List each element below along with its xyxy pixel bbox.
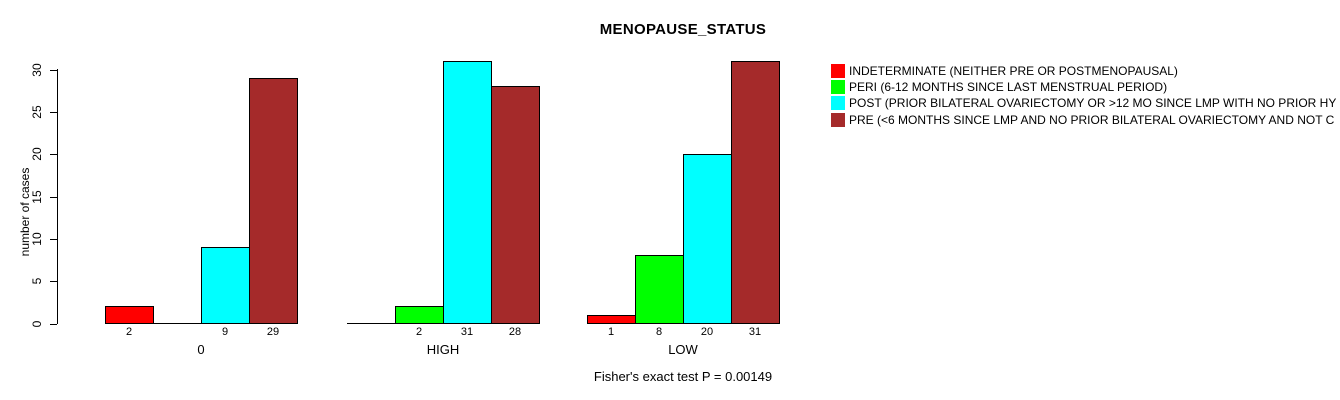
y-tick: [50, 112, 57, 113]
bar-value-label: 1: [607, 326, 615, 338]
bar-segment: [731, 61, 780, 324]
bar-segment: [105, 306, 154, 324]
legend-swatch: [831, 64, 845, 78]
bar-segment: [683, 154, 732, 324]
bar-value-label: 31: [460, 326, 474, 338]
y-tick: [50, 70, 57, 71]
bar-segment: [153, 323, 202, 324]
legend-swatch: [831, 113, 845, 127]
y-tick-label: 10: [30, 232, 44, 246]
bar-value-label: 8: [655, 326, 663, 338]
y-tick-label: 20: [30, 147, 44, 161]
bar-segment: [443, 61, 492, 324]
x-category-label: HIGH: [426, 342, 460, 357]
legend-item: POST (PRIOR BILATERAL OVARIECTOMY OR >12…: [831, 96, 1336, 110]
chart-title: MENOPAUSE_STATUS: [599, 21, 767, 38]
x-category-label: LOW: [668, 342, 698, 357]
bar-value-label: 9: [221, 326, 229, 338]
legend-label: INDETERMINATE (NEITHER PRE OR POSTMENOPA…: [849, 64, 1178, 78]
y-tick: [50, 197, 57, 198]
bar-value-label: 20: [700, 326, 714, 338]
y-tick-label: 15: [30, 190, 44, 204]
y-tick: [50, 154, 57, 155]
bar-value-label: 2: [415, 326, 423, 338]
y-tick-label: 0: [30, 320, 44, 328]
bar-segment: [249, 78, 298, 324]
fisher-test-annotation: Fisher's exact test P = 0.00149: [593, 369, 773, 384]
bar-value-label: 29: [266, 326, 280, 338]
bar-segment: [635, 255, 684, 324]
bar-value-label: 2: [125, 326, 133, 338]
legend-swatch: [831, 96, 845, 110]
bar-segment: [347, 323, 396, 324]
bar-segment: [587, 315, 636, 324]
legend-item: PRE (<6 MONTHS SINCE LMP AND NO PRIOR BI…: [831, 113, 1334, 127]
legend-label: PERI (6-12 MONTHS SINCE LAST MENSTRUAL P…: [849, 80, 1168, 94]
bar-value-label: 28: [508, 326, 522, 338]
y-axis-line: [57, 69, 58, 324]
bar-segment: [491, 86, 540, 324]
legend-swatch: [831, 80, 845, 94]
bar-segment: [395, 306, 444, 324]
y-tick-label: 25: [30, 105, 44, 119]
legend-label: PRE (<6 MONTHS SINCE LMP AND NO PRIOR BI…: [849, 113, 1335, 127]
bar-value-label: 31: [748, 326, 762, 338]
y-tick: [50, 239, 57, 240]
y-tick-label: 5: [30, 277, 44, 285]
legend-item: PERI (6-12 MONTHS SINCE LAST MENSTRUAL P…: [831, 80, 1167, 94]
y-axis-title: number of cases: [18, 167, 32, 257]
legend-item: INDETERMINATE (NEITHER PRE OR POSTMENOPA…: [831, 64, 1178, 78]
y-tick: [50, 324, 57, 325]
y-tick-label: 30: [30, 63, 44, 77]
x-category-label: 0: [197, 342, 205, 357]
y-tick: [50, 281, 57, 282]
bar-segment: [201, 247, 250, 324]
legend-label: POST (PRIOR BILATERAL OVARIECTOMY OR >12…: [849, 96, 1337, 110]
